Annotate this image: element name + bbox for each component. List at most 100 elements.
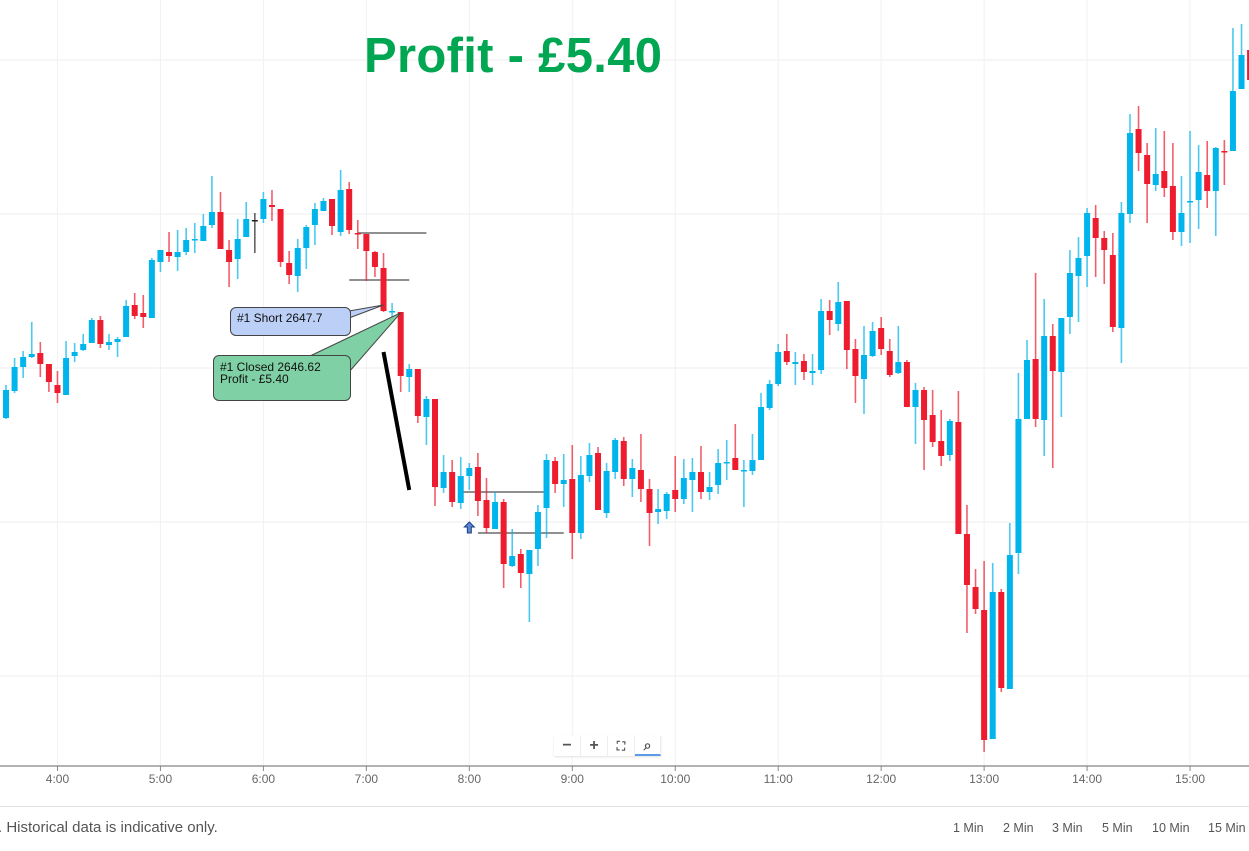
candle-body — [818, 311, 825, 370]
candle — [97, 316, 104, 348]
candle-body — [346, 189, 353, 230]
zoom-out-button[interactable]: − — [554, 736, 581, 756]
candle-body — [423, 399, 430, 417]
candle-body — [37, 353, 44, 364]
candle — [414, 369, 421, 423]
zoom-reset-button[interactable]: ⌕ — [635, 736, 661, 756]
candle — [337, 170, 344, 236]
candle-body — [3, 390, 9, 418]
candle-body — [646, 489, 653, 513]
candle — [449, 460, 456, 507]
candle — [1238, 24, 1245, 89]
minus-icon: − — [562, 737, 572, 754]
candle-body — [595, 453, 602, 510]
candle-body — [569, 479, 576, 533]
timeframe-10min[interactable]: 10 Min — [1152, 821, 1190, 835]
candle-body — [1169, 186, 1176, 232]
candle-body — [517, 554, 524, 573]
candle — [1152, 128, 1159, 191]
candle — [303, 225, 310, 269]
candle — [577, 456, 584, 539]
candle — [989, 563, 996, 739]
candle — [406, 364, 413, 392]
candle-body — [449, 472, 456, 502]
fullscreen-icon: ⛶ — [616, 738, 626, 753]
disclaimer-text: . Historical data is indicative only. — [0, 819, 218, 836]
candle-body — [174, 252, 181, 257]
candle — [843, 301, 850, 369]
candle-body — [337, 190, 344, 232]
timeframe-2min[interactable]: 2 Min — [1003, 821, 1034, 835]
candle-body — [1221, 151, 1228, 153]
timeframe-1min[interactable]: 1 Min — [953, 821, 984, 835]
candle — [474, 453, 481, 516]
candle — [131, 293, 138, 319]
candle — [963, 505, 970, 633]
candle — [243, 202, 250, 237]
timeframe-5min[interactable]: 5 Min — [1102, 821, 1133, 835]
candle-body — [226, 250, 233, 262]
candle — [268, 190, 275, 221]
candle — [938, 410, 945, 466]
candle — [28, 322, 35, 358]
candle-body — [792, 362, 799, 364]
candle-body — [311, 209, 318, 225]
candle-body — [457, 476, 464, 503]
candle-body — [1092, 218, 1099, 238]
closed-trade-callout: #1 Closed 2646.62 Profit - £5.40 — [213, 355, 351, 401]
candle — [946, 419, 953, 461]
candle — [157, 250, 164, 272]
candle — [612, 438, 619, 479]
candle-body — [843, 301, 850, 350]
candle-body — [740, 470, 747, 472]
fit-button[interactable]: ⛶ — [608, 736, 635, 756]
candle-body — [466, 468, 473, 476]
candle-body — [1135, 129, 1142, 153]
candle — [534, 505, 541, 566]
short-trade-callout: #1 Short 2647.7 — [230, 307, 351, 336]
candle — [792, 352, 799, 385]
candle-body — [509, 556, 516, 566]
candle — [363, 234, 370, 281]
candle — [71, 343, 78, 362]
candle-body — [929, 415, 936, 442]
candle — [637, 434, 644, 502]
x-tick-label: 10:00 — [660, 772, 691, 786]
candle-body — [260, 199, 267, 219]
candle-body — [88, 320, 95, 343]
candle-body — [483, 500, 490, 528]
timeframe-15min[interactable]: 15 Min — [1208, 821, 1246, 835]
candle — [809, 354, 816, 385]
candle-body — [105, 342, 112, 345]
candle — [1066, 250, 1073, 334]
candle — [88, 318, 95, 343]
candle — [586, 443, 593, 482]
zoom-in-button[interactable]: + — [581, 736, 608, 756]
candle — [457, 457, 464, 509]
candle — [998, 589, 1005, 692]
candle — [680, 459, 687, 504]
candle-body — [191, 239, 198, 241]
candle — [432, 399, 438, 506]
candle — [1229, 28, 1236, 151]
trend-line — [381, 351, 412, 491]
candle — [526, 550, 533, 622]
candle — [740, 460, 747, 507]
candle-body — [697, 472, 704, 492]
candle — [972, 569, 979, 614]
candle — [1075, 237, 1082, 322]
candle — [63, 341, 70, 395]
candle — [1187, 131, 1194, 243]
candle-body — [637, 470, 644, 489]
candle-body — [560, 480, 567, 484]
closed-trade-label: #1 Closed 2646.62 — [220, 360, 321, 374]
candle-body — [1247, 50, 1249, 80]
timeframe-3min[interactable]: 3 Min — [1052, 821, 1083, 835]
candle-body — [363, 234, 370, 251]
candle-body — [955, 422, 962, 534]
candle — [1101, 231, 1108, 284]
candle-body — [1152, 174, 1159, 185]
candle — [492, 492, 499, 529]
candle-body — [1238, 55, 1245, 89]
